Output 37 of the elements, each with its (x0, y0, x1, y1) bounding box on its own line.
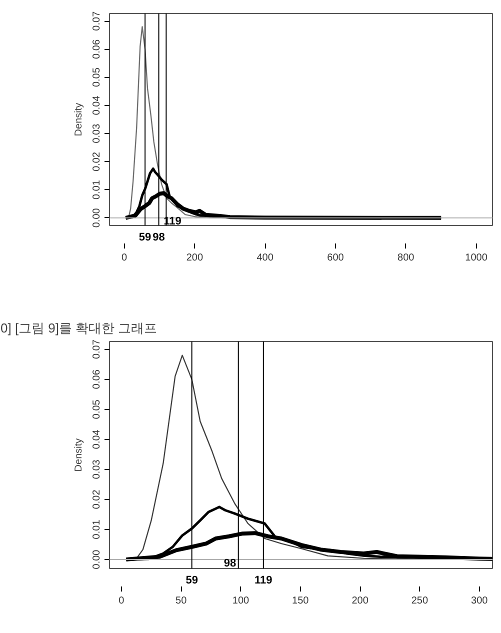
x-tick-label: 1000 (465, 252, 488, 264)
x-tick-label: 400 (256, 252, 274, 264)
y-tick-label: 0.07 (92, 339, 102, 360)
y-tick-label: 0.01 (92, 519, 102, 540)
y-tick-label: 0.01 (92, 180, 102, 200)
x-tick-label: 600 (327, 252, 344, 264)
annotation: 119 (254, 574, 272, 586)
y-tick-label: 0.02 (92, 152, 102, 172)
y-tick-label: 0.04 (92, 429, 102, 450)
y-tick-label: 0.02 (92, 489, 102, 510)
x-tick-label: 0 (118, 596, 125, 606)
x-tick-label: 800 (398, 252, 415, 264)
x-tick-label: 150 (292, 596, 310, 606)
x-tick-label: 250 (411, 596, 428, 606)
x-tick-label: 0 (122, 252, 128, 264)
y-tick-label: 0.00 (92, 208, 102, 228)
annotation: 98 (152, 232, 165, 244)
x-tick-label: 50 (176, 596, 188, 606)
y-tick-label: 0.04 (92, 95, 102, 116)
y-tick-label: 0.07 (92, 10, 102, 31)
annotation: 98 (224, 557, 236, 570)
annotation: 59 (186, 574, 198, 586)
y-tick-label: 0.05 (92, 67, 102, 88)
y-tick-label: 0.03 (92, 123, 102, 144)
y-tick-label: 0.03 (92, 459, 102, 480)
x-tick-label: 300 (471, 596, 488, 606)
y-tick-label: 0.05 (92, 399, 102, 420)
annotation: 59 (138, 232, 152, 244)
y-tick-label: 0.06 (92, 369, 102, 390)
chart-title: 0] [그림 9]를 확대한 그래프 (0, 320, 158, 336)
y-tick-label: 0.06 (92, 39, 102, 59)
y-tick-label: 0.00 (92, 549, 102, 570)
x-tick-label: 100 (232, 596, 250, 606)
y-axis-title: Density (74, 102, 84, 136)
x-tick-label: 200 (352, 596, 369, 606)
y-axis-title: Density (74, 438, 84, 472)
x-tick-label: 200 (186, 252, 204, 264)
